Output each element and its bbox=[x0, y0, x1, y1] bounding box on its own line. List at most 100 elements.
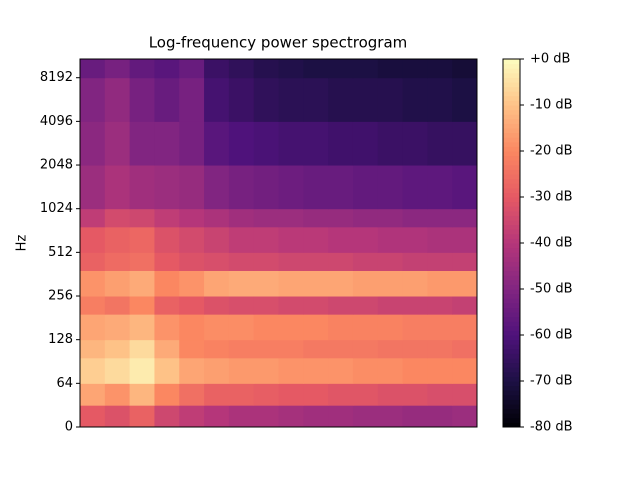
colorbar-segment bbox=[503, 344, 520, 350]
colorbar-segment bbox=[503, 114, 520, 120]
colorbar-segment bbox=[503, 247, 520, 253]
colorbar-segment bbox=[503, 376, 520, 382]
heatmap-cell bbox=[427, 383, 453, 406]
colorbar-segment bbox=[503, 82, 520, 88]
colorbar-segment bbox=[503, 385, 520, 391]
heatmap-cell bbox=[328, 59, 354, 79]
heatmap-cell bbox=[129, 296, 155, 315]
colorbar-segment bbox=[503, 325, 520, 331]
heatmap-cell bbox=[179, 121, 205, 166]
heatmap-cell bbox=[452, 59, 478, 79]
heatmap-cell bbox=[228, 226, 255, 253]
y-tick-label: 2048 bbox=[40, 158, 73, 173]
heatmap-cell bbox=[328, 226, 354, 253]
heatmap-cell bbox=[352, 270, 379, 297]
heatmap-cell bbox=[402, 357, 428, 384]
colorbar-segment bbox=[503, 220, 520, 226]
heatmap-cell bbox=[328, 296, 354, 315]
heatmap-cell bbox=[303, 383, 329, 406]
heatmap-cell bbox=[278, 357, 304, 384]
colorbar-segment bbox=[503, 100, 520, 106]
colorbar-segment bbox=[503, 316, 520, 322]
heatmap-cell bbox=[377, 339, 404, 359]
colorbar-segment bbox=[503, 63, 520, 69]
heatmap-cell bbox=[303, 405, 329, 428]
colorbar-segment bbox=[503, 72, 520, 78]
heatmap-cell bbox=[452, 252, 478, 271]
colorbar-segment bbox=[503, 169, 520, 175]
heatmap-cell bbox=[179, 252, 205, 271]
colorbar-segment bbox=[503, 183, 520, 189]
colorbar-segment bbox=[503, 252, 520, 258]
heatmap-cell bbox=[253, 121, 279, 166]
colorbar-segment bbox=[503, 330, 520, 336]
heatmap-cell bbox=[377, 77, 404, 122]
heatmap-cell bbox=[228, 405, 255, 428]
colorbar-tick-label: -80 dB bbox=[530, 420, 573, 435]
heatmap-cell bbox=[228, 339, 255, 359]
heatmap-cell bbox=[104, 270, 131, 297]
heatmap-cell bbox=[204, 314, 230, 341]
heatmap-cell bbox=[402, 208, 428, 228]
heatmap-cell bbox=[129, 226, 155, 253]
heatmap-cell bbox=[303, 226, 329, 253]
y-axis-label: Hz bbox=[15, 235, 30, 252]
heatmap-cell bbox=[80, 357, 106, 384]
heatmap-cell bbox=[228, 383, 255, 406]
heatmap-cell bbox=[154, 383, 180, 406]
heatmap-cell bbox=[80, 296, 106, 315]
heatmap-cell bbox=[129, 314, 155, 341]
heatmap-cell bbox=[402, 252, 428, 271]
heatmap-cell bbox=[278, 383, 304, 406]
colorbar-segment bbox=[503, 293, 520, 299]
heatmap-cell bbox=[228, 252, 255, 271]
colorbar-segment bbox=[503, 413, 520, 419]
heatmap-cell bbox=[104, 77, 131, 122]
colorbar-segment bbox=[503, 137, 520, 143]
heatmap-cell bbox=[352, 77, 379, 122]
colorbar-segment bbox=[503, 178, 520, 184]
heatmap-cell bbox=[402, 296, 428, 315]
heatmap-cell bbox=[179, 405, 205, 428]
heatmap-cell bbox=[204, 357, 230, 384]
heatmap-cell bbox=[228, 208, 255, 228]
heatmap-cell bbox=[278, 77, 304, 122]
heatmap-cell bbox=[129, 165, 155, 210]
heatmap-cell bbox=[452, 208, 478, 228]
colorbar-segment bbox=[503, 229, 520, 235]
heatmap-cell bbox=[402, 59, 428, 79]
heatmap-cell bbox=[129, 208, 155, 228]
heatmap-cell bbox=[452, 383, 478, 406]
heatmap-cell bbox=[80, 226, 106, 253]
heatmap-cell bbox=[352, 405, 379, 428]
heatmap-cell bbox=[303, 59, 329, 79]
heatmap-cell bbox=[402, 339, 428, 359]
heatmap-cell bbox=[377, 405, 404, 428]
colorbar-segment bbox=[503, 371, 520, 377]
chart-title: Log-frequency power spectrogram bbox=[149, 34, 408, 52]
colorbar-segment bbox=[503, 399, 520, 405]
heatmap-cell bbox=[104, 405, 131, 428]
heatmap-cell bbox=[377, 383, 404, 406]
heatmap-cell bbox=[303, 121, 329, 166]
heatmap-cell bbox=[204, 165, 230, 210]
heatmap-cell bbox=[452, 339, 478, 359]
heatmap-cell bbox=[253, 314, 279, 341]
heatmap-cell bbox=[328, 252, 354, 271]
heatmap-cell bbox=[204, 121, 230, 166]
heatmap-cell bbox=[278, 405, 304, 428]
heatmap-cell bbox=[328, 77, 354, 122]
colorbar-segment bbox=[503, 86, 520, 92]
heatmap-cell bbox=[452, 405, 478, 428]
heatmap-cell bbox=[80, 405, 106, 428]
heatmap-cell bbox=[253, 252, 279, 271]
colorbar-tick-label: -10 dB bbox=[530, 98, 573, 113]
heatmap-cell bbox=[253, 296, 279, 315]
heatmap-cell bbox=[228, 121, 255, 166]
y-tick-label: 64 bbox=[56, 376, 73, 391]
heatmap-cell bbox=[328, 208, 354, 228]
colorbar-segment bbox=[503, 367, 520, 373]
heatmap-cell bbox=[129, 121, 155, 166]
colorbar-tick-label: -60 dB bbox=[530, 328, 573, 343]
